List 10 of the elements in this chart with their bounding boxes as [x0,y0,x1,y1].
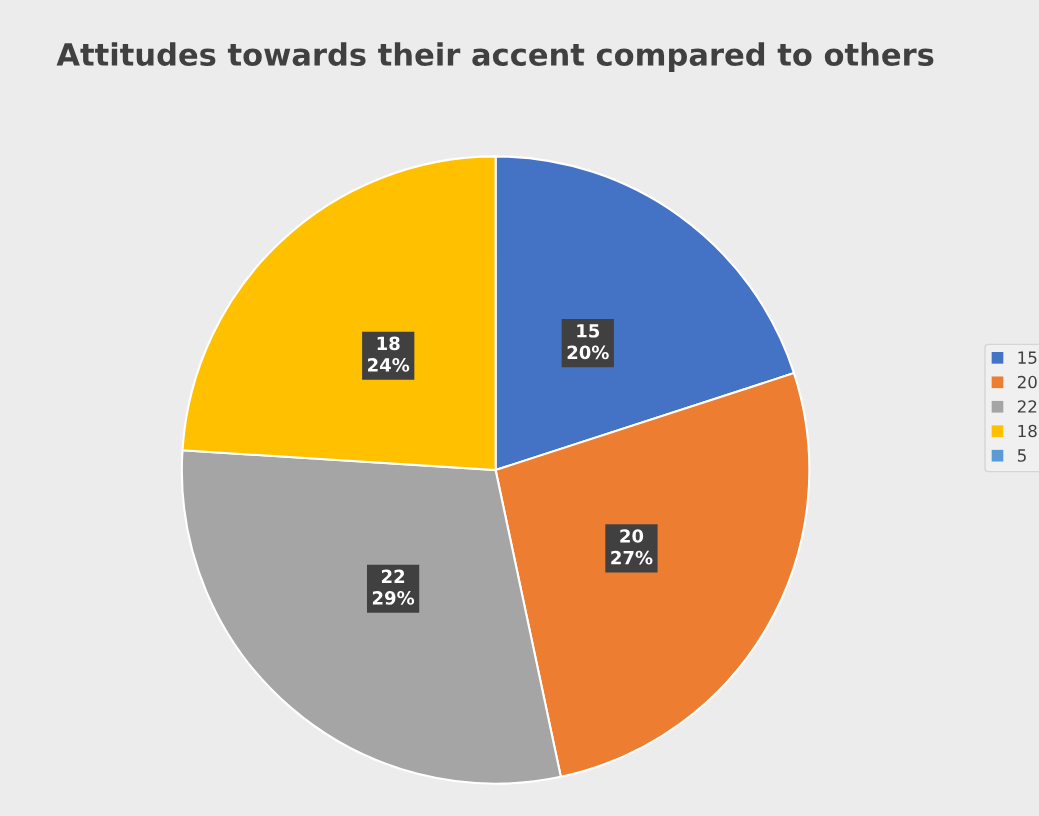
legend-label: 18 [1018,424,1037,438]
chart-title: Attitudes towards their accent compared to others [56,42,934,72]
data-label: 20 27% [611,529,653,565]
legend-label: 22 [1017,400,1037,413]
data-label: 22 29% [372,569,415,605]
data-label: 18 24% [368,336,410,372]
legend-label: 15 [1018,351,1037,364]
data-label: 15 20% [567,324,609,360]
legend-label: 20 [1017,375,1037,389]
legend-label: 5 [1017,449,1026,462]
